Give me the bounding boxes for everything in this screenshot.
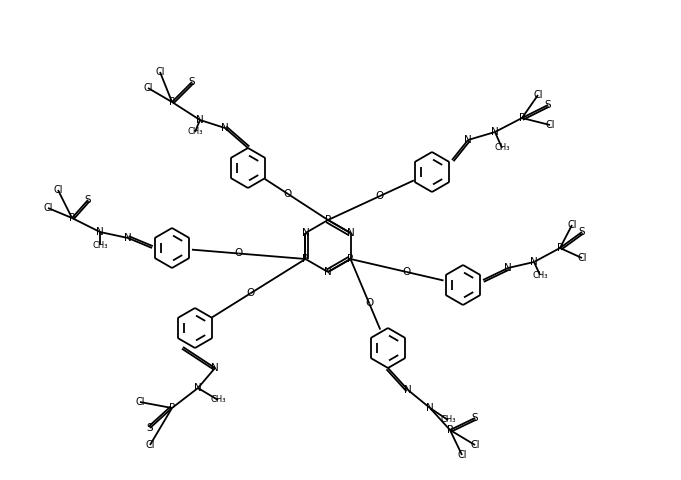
Text: CH₃: CH₃: [494, 144, 510, 153]
Text: S: S: [472, 413, 478, 423]
Text: Cl: Cl: [136, 397, 145, 407]
Text: Cl: Cl: [533, 90, 543, 100]
Text: Cl: Cl: [471, 440, 479, 450]
Text: P: P: [69, 213, 75, 223]
Text: P: P: [557, 243, 563, 253]
Text: Cl: Cl: [44, 203, 52, 213]
Text: S: S: [579, 227, 585, 237]
Text: P: P: [347, 254, 353, 264]
Text: P: P: [302, 254, 308, 264]
Text: Cl: Cl: [457, 450, 466, 460]
Text: Cl: Cl: [155, 67, 165, 77]
Text: Cl: Cl: [145, 440, 155, 450]
Text: O: O: [376, 191, 384, 201]
Text: Cl: Cl: [545, 120, 555, 130]
Text: N: N: [194, 383, 202, 393]
Text: N: N: [221, 123, 229, 133]
Text: O: O: [246, 288, 255, 299]
Text: N: N: [324, 267, 332, 277]
Text: P: P: [447, 425, 453, 435]
Text: N: N: [491, 127, 499, 137]
Text: O: O: [235, 249, 243, 259]
Text: P: P: [325, 215, 331, 225]
Text: CH₃: CH₃: [187, 128, 203, 136]
Text: N: N: [347, 228, 354, 238]
Text: N: N: [426, 403, 434, 413]
Text: S: S: [189, 77, 195, 87]
Text: N: N: [504, 263, 512, 273]
Text: N: N: [196, 115, 204, 125]
Text: CH₃: CH₃: [440, 416, 456, 424]
Text: CH₃: CH₃: [92, 240, 108, 250]
Text: CH₃: CH₃: [210, 396, 225, 405]
Text: CH₃: CH₃: [533, 271, 548, 279]
Text: S: S: [84, 195, 91, 205]
Text: N: N: [96, 227, 104, 237]
Text: O: O: [365, 299, 373, 309]
Text: S: S: [146, 423, 153, 433]
Text: O: O: [402, 267, 411, 277]
Text: S: S: [545, 100, 552, 110]
Text: N: N: [404, 385, 412, 395]
Text: N: N: [211, 363, 219, 373]
Text: Cl: Cl: [577, 253, 587, 263]
Text: N: N: [124, 233, 132, 243]
Text: N: N: [302, 228, 309, 238]
Text: N: N: [530, 257, 538, 267]
Text: O: O: [284, 189, 292, 199]
Text: Cl: Cl: [53, 185, 63, 195]
Text: P: P: [169, 403, 175, 413]
Text: P: P: [519, 113, 525, 123]
Text: Cl: Cl: [143, 83, 153, 93]
Text: N: N: [464, 135, 472, 145]
Text: P: P: [169, 97, 175, 107]
Text: Cl: Cl: [567, 220, 577, 230]
